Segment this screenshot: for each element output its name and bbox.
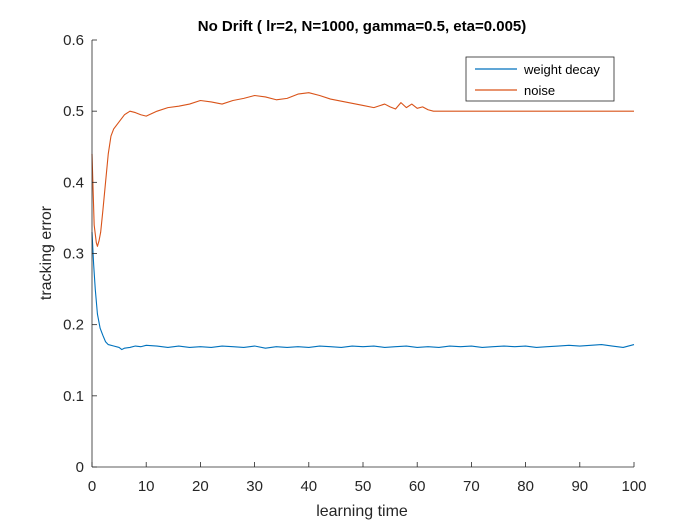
- x-tick-label: 30: [246, 478, 263, 495]
- x-tick-label: 50: [355, 478, 372, 495]
- y-tick-label: 0.2: [63, 317, 84, 334]
- x-tick-label: 10: [138, 478, 155, 495]
- x-tick-label: 70: [463, 478, 480, 495]
- y-tick-label: 0.4: [63, 174, 84, 191]
- legend-label-noise: noise: [524, 83, 555, 98]
- x-tick-label: 80: [517, 478, 534, 495]
- legend-box: [465, 56, 615, 102]
- y-tick-label: 0.3: [63, 246, 84, 263]
- series-line-weight-decay: [91, 232, 635, 351]
- x-tick-label: 40: [300, 478, 317, 495]
- x-tick-label: 20: [192, 478, 209, 495]
- series-line-noise: [91, 92, 634, 247]
- x-tick-label: 0: [88, 478, 96, 495]
- legend: weight decay noise: [465, 56, 615, 102]
- y-tick-label: 0.1: [63, 388, 84, 405]
- legend-label-weight-decay: weight decay: [523, 62, 600, 77]
- y-tick-label: 0: [76, 459, 84, 476]
- x-tick-label: 60: [409, 478, 426, 495]
- x-tick-label: 90: [571, 478, 588, 495]
- y-axis-label: tracking error: [38, 205, 55, 300]
- x-axis-label: learning time: [316, 503, 408, 520]
- chart-title: No Drift ( lr=2, N=1000, gamma=0.5, eta=…: [198, 18, 527, 35]
- y-tick-label: 0.6: [63, 32, 84, 49]
- y-tick-label: 0.5: [63, 103, 84, 120]
- x-tick-label: 100: [621, 478, 646, 495]
